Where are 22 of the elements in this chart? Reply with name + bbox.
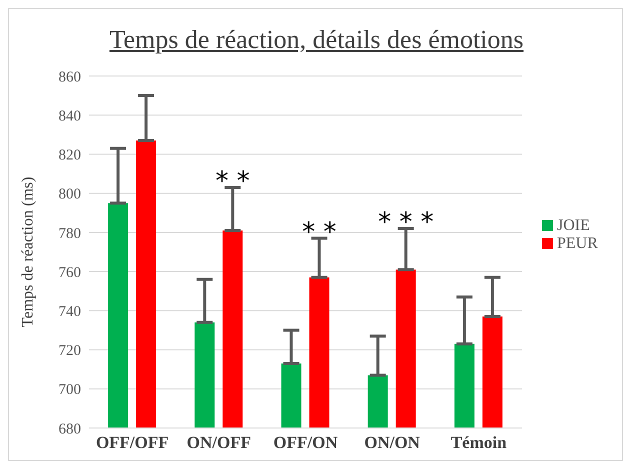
y-axis-title: Temps de réaction (ms) (20, 176, 37, 328)
annotation: * * (216, 166, 250, 196)
legend-label: JOIE (557, 216, 590, 234)
chart-title: Temps de réaction, détails des émotions (108, 25, 525, 55)
y-tick-label: 860 (58, 69, 81, 86)
y-tick-label: 700 (58, 382, 81, 398)
x-tick-label: OFF/ON (273, 433, 338, 452)
x-tick-label: ON/ON (364, 433, 421, 452)
y-tick-label: 840 (58, 108, 81, 124)
y-tick-label: 680 (58, 421, 81, 438)
y-tick-label: 740 (58, 304, 81, 320)
legend-label: PEUR (557, 234, 598, 252)
y-tick-label: 760 (58, 264, 81, 281)
y-tick-label: 820 (58, 148, 81, 164)
y-tick-label: 720 (58, 343, 81, 360)
annotation: * * * (378, 208, 434, 238)
y-tick-label: 780 (58, 226, 81, 242)
y-tick-label: 800 (58, 186, 81, 203)
x-tick-label: ON/OFF (186, 433, 252, 452)
annotation: * * (302, 217, 336, 248)
x-tick-label: OFF/OFF (96, 433, 169, 452)
x-tick-label: Témoin (450, 433, 508, 452)
